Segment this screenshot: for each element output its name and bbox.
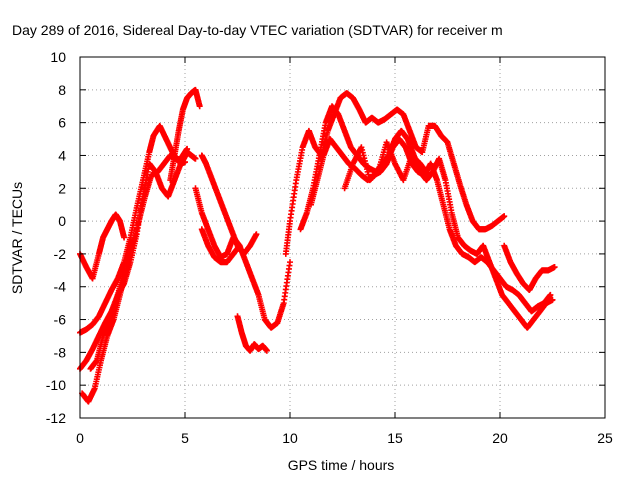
data-points [77,86,558,405]
y-tick-label: 6 [58,115,66,131]
x-tick-label: 10 [282,430,298,446]
data-series-5 [87,234,138,372]
data-point [196,103,203,110]
y-tick-label: 8 [58,82,66,98]
y-tick-label: -2 [54,246,67,262]
data-series-14 [501,242,558,294]
x-tick-label: 20 [492,430,508,446]
data-point [236,242,243,249]
data-point [121,234,128,241]
x-axis-label: GPS time / hours [288,457,395,473]
data-point [192,155,199,162]
y-tick-label: 10 [50,49,66,65]
y-tick-label: 0 [58,213,66,229]
axis-ticks [79,56,606,419]
y-tick-label: -12 [46,410,66,426]
x-tick-label: 15 [387,430,403,446]
data-series-13 [308,136,554,315]
data-series-6 [167,86,203,184]
y-tick-label: -8 [54,344,67,360]
x-tick-label: 0 [76,430,84,446]
data-point [253,231,260,238]
y-tick-label: -6 [54,312,67,328]
y-tick-label: 2 [58,180,66,196]
data-series-2 [77,159,188,372]
data-point [263,347,270,354]
x-tick-label: 25 [597,430,613,446]
data-point [501,213,508,220]
grid [80,57,605,418]
y-tick-label: -4 [54,279,67,295]
data-point [551,264,558,271]
plot-frame [79,56,606,419]
data-series-15 [341,139,432,192]
data-series-10 [234,313,270,354]
data-point [287,259,293,266]
data-series-8 [192,185,293,331]
data-series-9 [198,226,243,266]
x-tick-label: 5 [181,430,189,446]
data-point [425,172,432,179]
x-tick-labels: 0 5 10 15 20 25 [76,430,613,446]
chart-title: Day 289 of 2016, Sidereal Day-to-day VTE… [12,22,503,38]
data-point [547,291,554,298]
data-point [549,296,556,303]
y-tick-label: 4 [58,147,66,163]
data-series-3 [77,211,128,282]
y-axis-label: SDTVAR / TECUs [9,182,25,294]
data-series-11 [282,90,508,257]
y-tick-label: -10 [46,377,66,393]
data-point [131,234,138,241]
y-tick-labels: -12 -10 -8 -6 -4 -2 0 2 4 6 8 10 [46,49,66,426]
